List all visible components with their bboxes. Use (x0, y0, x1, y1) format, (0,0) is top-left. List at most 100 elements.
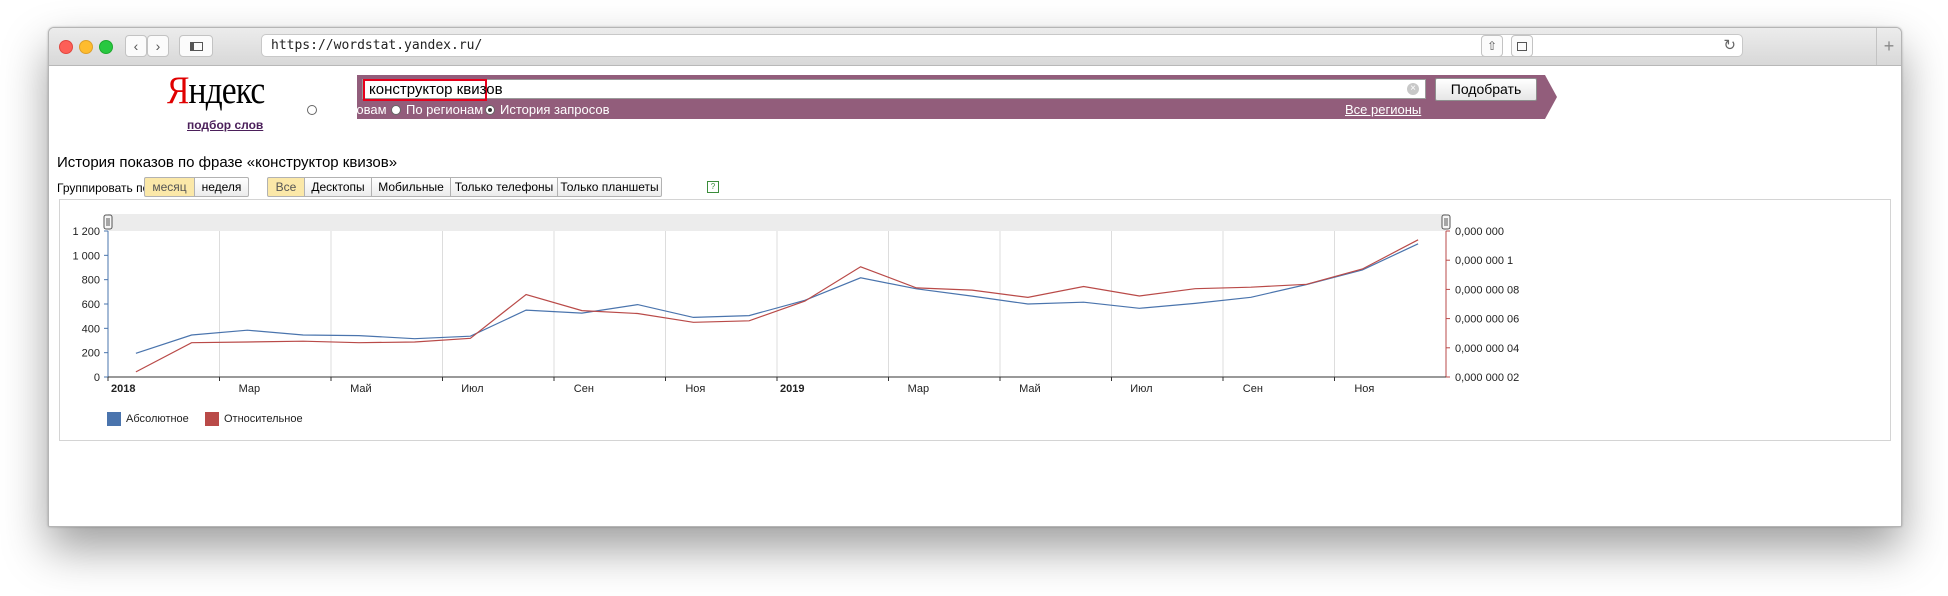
point-absolute[interactable] (971, 295, 974, 298)
group-label: Группировать по: (57, 181, 153, 195)
point-absolute[interactable] (1249, 296, 1252, 299)
series-line-relative[interactable] (135, 239, 1419, 373)
all-regions-link[interactable]: Все регионы (1345, 102, 1422, 117)
point-relative[interactable] (1082, 285, 1085, 288)
search-band-arrow (1545, 75, 1557, 119)
point-relative[interactable] (413, 340, 416, 343)
address-bar[interactable]: https://wordstat.yandex.ru/ ↻ (261, 34, 1743, 57)
point-relative[interactable] (1249, 286, 1252, 289)
new-tab-button[interactable]: + (1876, 28, 1901, 65)
point-relative[interactable] (803, 300, 806, 303)
point-relative[interactable] (525, 293, 528, 296)
minimize-window-icon[interactable] (79, 40, 93, 54)
point-absolute[interactable] (525, 309, 528, 312)
x-tick-label: 2018 (111, 383, 135, 395)
point-relative[interactable] (692, 321, 695, 324)
new-tab-icon: + (1883, 36, 1895, 56)
back-button[interactable]: ‹ (125, 35, 147, 57)
point-relative[interactable] (469, 337, 472, 340)
chart-navigator[interactable] (108, 214, 1446, 231)
history-chart: 1 200 1 000 800 600 400 200 0 0,000 000 0,000 00… (72, 214, 1519, 395)
device-phones[interactable]: Только телефоны (450, 177, 558, 197)
navigator-handle-left[interactable] (103, 214, 113, 230)
search-button[interactable]: Подобрать (1435, 78, 1537, 101)
point-absolute[interactable] (134, 352, 137, 355)
point-absolute[interactable] (1417, 242, 1420, 245)
point-absolute[interactable] (1026, 303, 1029, 306)
point-absolute[interactable] (636, 303, 639, 306)
point-absolute[interactable] (859, 276, 862, 279)
point-relative[interactable] (1138, 294, 1141, 297)
radio-label: История запросов (500, 102, 610, 117)
x-tick-label: Ноя (1354, 383, 1374, 395)
series-line-absolute[interactable] (135, 243, 1419, 354)
point-absolute[interactable] (190, 334, 193, 337)
sidebar-button[interactable] (179, 35, 213, 57)
group-week[interactable]: неделя (194, 177, 249, 197)
help-icon[interactable]: ? (707, 181, 719, 193)
x-tick-label: Июл (1130, 383, 1152, 395)
point-relative[interactable] (859, 265, 862, 268)
navigator-handle-right[interactable] (1441, 214, 1451, 230)
point-relative[interactable] (1361, 267, 1364, 270)
point-absolute[interactable] (357, 334, 360, 337)
share-icon: ⇧ (1486, 39, 1498, 53)
point-absolute[interactable] (748, 314, 751, 317)
point-relative[interactable] (190, 341, 193, 344)
point-absolute[interactable] (692, 316, 695, 319)
point-absolute[interactable] (1194, 302, 1197, 305)
point-relative[interactable] (1417, 238, 1420, 241)
legend-absolute[interactable]: Абсолютное (107, 412, 189, 426)
device-tablets[interactable]: Только планшеты (557, 177, 662, 197)
radio-by-regions[interactable]: По регионам (391, 102, 483, 117)
x-tick-label: Сен (1243, 383, 1263, 395)
point-relative[interactable] (302, 340, 305, 343)
point-relative[interactable] (1026, 296, 1029, 299)
right-tick-label: 0,000 000 1 (1455, 255, 1513, 267)
point-absolute[interactable] (580, 312, 583, 315)
point-relative[interactable] (971, 289, 974, 292)
legend-swatch-absolute (107, 412, 121, 426)
left-tick-label: 1 200 (72, 226, 100, 238)
radio-by-words[interactable]: По словам (307, 102, 387, 117)
subtitle-link[interactable]: подбор слов (187, 118, 264, 132)
point-absolute[interactable] (302, 334, 305, 337)
left-tick-label: 800 (82, 275, 100, 287)
point-absolute[interactable] (1082, 301, 1085, 304)
point-relative[interactable] (246, 340, 249, 343)
close-window-icon[interactable] (59, 40, 73, 54)
point-relative[interactable] (357, 341, 360, 344)
point-relative[interactable] (748, 319, 751, 322)
x-tick-label: Мар (239, 383, 261, 395)
x-tick-label: Май (350, 383, 372, 395)
point-relative[interactable] (580, 309, 583, 312)
tabs-button[interactable] (1511, 35, 1533, 57)
forward-button[interactable]: › (147, 35, 169, 57)
left-tick-label: 200 (82, 348, 100, 360)
point-relative[interactable] (1305, 283, 1308, 286)
legend-label-relative: Относительное (224, 413, 303, 425)
point-relative[interactable] (915, 286, 918, 289)
radio-icon (307, 104, 317, 115)
zoom-window-icon[interactable] (99, 40, 113, 54)
device-desktop[interactable]: Десктопы (304, 177, 372, 197)
legend-relative[interactable]: Относительное (205, 412, 303, 426)
device-all[interactable]: Все (267, 177, 305, 197)
point-absolute[interactable] (1138, 307, 1141, 310)
page-title: История показов по фразе «конструктор кв… (57, 154, 398, 171)
group-month[interactable]: месяц (144, 177, 195, 197)
legend-swatch-relative (205, 412, 219, 426)
device-mobile[interactable]: Мобильные (371, 177, 451, 197)
point-relative[interactable] (636, 312, 639, 315)
clear-icon[interactable]: × (1407, 83, 1419, 95)
search-input[interactable]: конструктор квизов × (362, 79, 1426, 101)
point-relative[interactable] (134, 370, 137, 373)
yandex-logo[interactable]: Яндекс (167, 69, 265, 112)
reload-icon[interactable]: ↻ (1723, 37, 1736, 54)
point-relative[interactable] (1194, 287, 1197, 290)
point-absolute[interactable] (413, 337, 416, 340)
radio-history[interactable]: История запросов (485, 102, 610, 117)
point-absolute[interactable] (246, 329, 249, 332)
radio-label: По регионам (406, 102, 484, 117)
share-button[interactable]: ⇧ (1481, 35, 1503, 57)
